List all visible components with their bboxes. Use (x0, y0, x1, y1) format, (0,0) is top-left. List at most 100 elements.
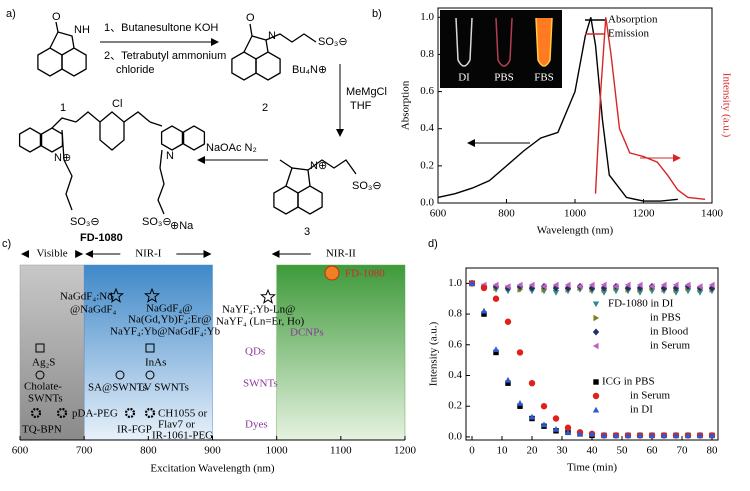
y-tick-label: 0.0 (420, 197, 434, 209)
region-item-label: NaYF₄ (Ln=Er, Ho) (216, 316, 304, 328)
bond (75, 111, 125, 151)
y-tick-label: 0.4 (448, 369, 462, 381)
ring (160, 125, 184, 151)
x-tick-label: 600 (430, 208, 447, 220)
atom: N (268, 30, 276, 42)
step: 1、Butanesultone KOH (104, 22, 218, 34)
step: 2、Tetrabutyl ammonium (104, 50, 226, 62)
region-item-label: Dyes (245, 419, 268, 431)
ring (40, 127, 64, 153)
region-item-label: Flav7 or (158, 419, 195, 431)
data-point (516, 399, 524, 406)
x-tick-label: 700 (76, 445, 93, 457)
x-tick-label: 0 (469, 445, 475, 457)
x-axis-title: Excitation Wavelength (nm) (150, 463, 274, 475)
legend-label: in Blood (650, 326, 689, 338)
x-tick-label: 60 (647, 445, 659, 457)
bond (61, 129, 73, 211)
data-point (492, 346, 500, 352)
region-item-label: Ag₂S (32, 357, 55, 369)
panel-label: c) (2, 238, 11, 250)
data-point (540, 421, 548, 428)
compound-name: FD-1080 (80, 232, 123, 244)
y-tick-label: 0.0 (448, 430, 462, 442)
region-item-label: Na(Gd,Yb)F₄:Er@ (128, 314, 211, 326)
ring (273, 185, 299, 215)
data-point (504, 318, 512, 325)
data-point (504, 283, 511, 290)
bond (285, 167, 311, 187)
smiley-icon (324, 265, 340, 281)
atom: SO₃⊖ (352, 180, 382, 192)
star-symbol (143, 287, 161, 303)
atom: SO₃⊖ (142, 216, 172, 228)
dye-symbol (56, 407, 68, 419)
y-tick-label: 0.6 (420, 85, 434, 97)
data-point (480, 284, 488, 292)
data-point (552, 415, 560, 422)
data-point (648, 432, 656, 438)
y-tick-label: 0.2 (420, 159, 434, 171)
star-symbol (259, 288, 277, 304)
data-point (708, 281, 715, 289)
x-tick-label: 1400 (701, 208, 724, 220)
x-tick-label: 800 (140, 445, 157, 457)
data-point (684, 432, 692, 438)
data-point (540, 403, 548, 410)
bond (123, 111, 151, 123)
data-point (612, 432, 620, 438)
data-point (552, 426, 560, 432)
atom: N⊕ (310, 160, 327, 172)
tube (455, 17, 473, 67)
data-point (660, 281, 667, 289)
data-point (564, 424, 572, 431)
atom: Cl (112, 98, 122, 110)
region-item-label: NaGdF₄:Nd (60, 291, 113, 303)
legend-label: ICG in PBS (602, 376, 655, 388)
ring (182, 125, 206, 151)
legend-marker (592, 328, 600, 336)
data-point (636, 432, 644, 438)
legend-label: in DI (630, 404, 653, 416)
x-tick-label: 1100 (330, 445, 352, 457)
data-point (576, 430, 584, 437)
compound-number: 2 (262, 102, 268, 114)
spectral-region (19, 264, 85, 441)
bond (55, 21, 59, 33)
legend-marker (593, 314, 600, 322)
atom: NH (74, 24, 90, 36)
data-point (696, 283, 703, 290)
data-point (708, 432, 716, 438)
legend-marker (592, 301, 600, 308)
data-point (564, 429, 572, 435)
line-series (437, 17, 678, 202)
atom: O (246, 12, 255, 24)
legend-marker (592, 406, 600, 413)
y-tick-label: 0.2 (448, 400, 462, 412)
bond (51, 117, 77, 129)
legend-marker (592, 392, 600, 400)
data-point (493, 349, 499, 356)
tube (535, 17, 553, 67)
x-tick-label: 600 (12, 445, 29, 457)
step: THF (350, 100, 372, 112)
atom: SO₃⊖ (318, 36, 348, 48)
data-point (672, 432, 680, 438)
data-point (552, 281, 559, 289)
ring (231, 51, 257, 81)
dye-symbol (124, 407, 136, 419)
y-tick-label: 0.6 (448, 338, 462, 350)
legend-marker (593, 379, 599, 385)
panel-label: d) (428, 238, 438, 250)
region-label: NIR-I (135, 248, 162, 260)
x-tick-label: 1200 (394, 445, 417, 457)
circle-symbol (145, 370, 155, 380)
data-point (528, 413, 536, 420)
x-tick-label: 50 (617, 445, 629, 457)
region-item-label: LV SWNTs (138, 382, 189, 394)
square-symbol (145, 343, 155, 353)
bond (279, 159, 293, 169)
ring (37, 47, 63, 77)
x-tick-label: 1000 (266, 445, 289, 457)
bond (243, 35, 269, 53)
